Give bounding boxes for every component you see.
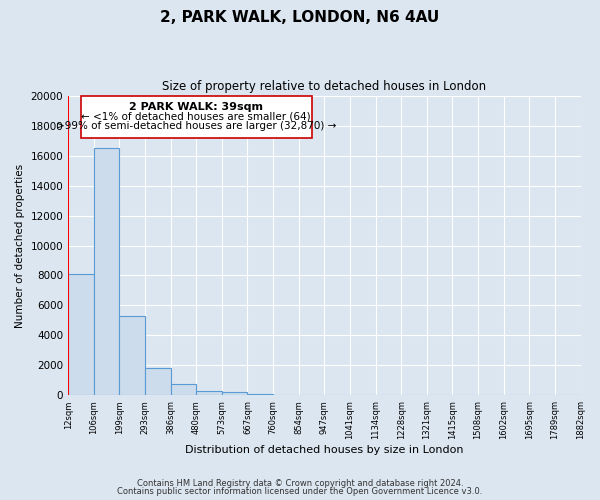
Bar <box>196 391 222 396</box>
Bar <box>145 368 170 396</box>
Bar <box>247 394 273 396</box>
Bar <box>68 274 94 396</box>
X-axis label: Distribution of detached houses by size in London: Distribution of detached houses by size … <box>185 445 464 455</box>
Bar <box>222 392 247 396</box>
Bar <box>119 316 145 396</box>
Bar <box>94 148 119 396</box>
Text: ← <1% of detached houses are smaller (64): ← <1% of detached houses are smaller (64… <box>82 112 311 122</box>
Text: Contains HM Land Registry data © Crown copyright and database right 2024.: Contains HM Land Registry data © Crown c… <box>137 478 463 488</box>
Y-axis label: Number of detached properties: Number of detached properties <box>15 164 25 328</box>
Text: Contains public sector information licensed under the Open Government Licence v3: Contains public sector information licen… <box>118 487 482 496</box>
Title: Size of property relative to detached houses in London: Size of property relative to detached ho… <box>162 80 487 93</box>
Bar <box>170 384 196 396</box>
FancyBboxPatch shape <box>81 96 311 138</box>
Text: 2 PARK WALK: 39sqm: 2 PARK WALK: 39sqm <box>129 102 263 112</box>
Text: 2, PARK WALK, LONDON, N6 4AU: 2, PARK WALK, LONDON, N6 4AU <box>160 10 440 25</box>
Text: >99% of semi-detached houses are larger (32,870) →: >99% of semi-detached houses are larger … <box>56 121 337 131</box>
